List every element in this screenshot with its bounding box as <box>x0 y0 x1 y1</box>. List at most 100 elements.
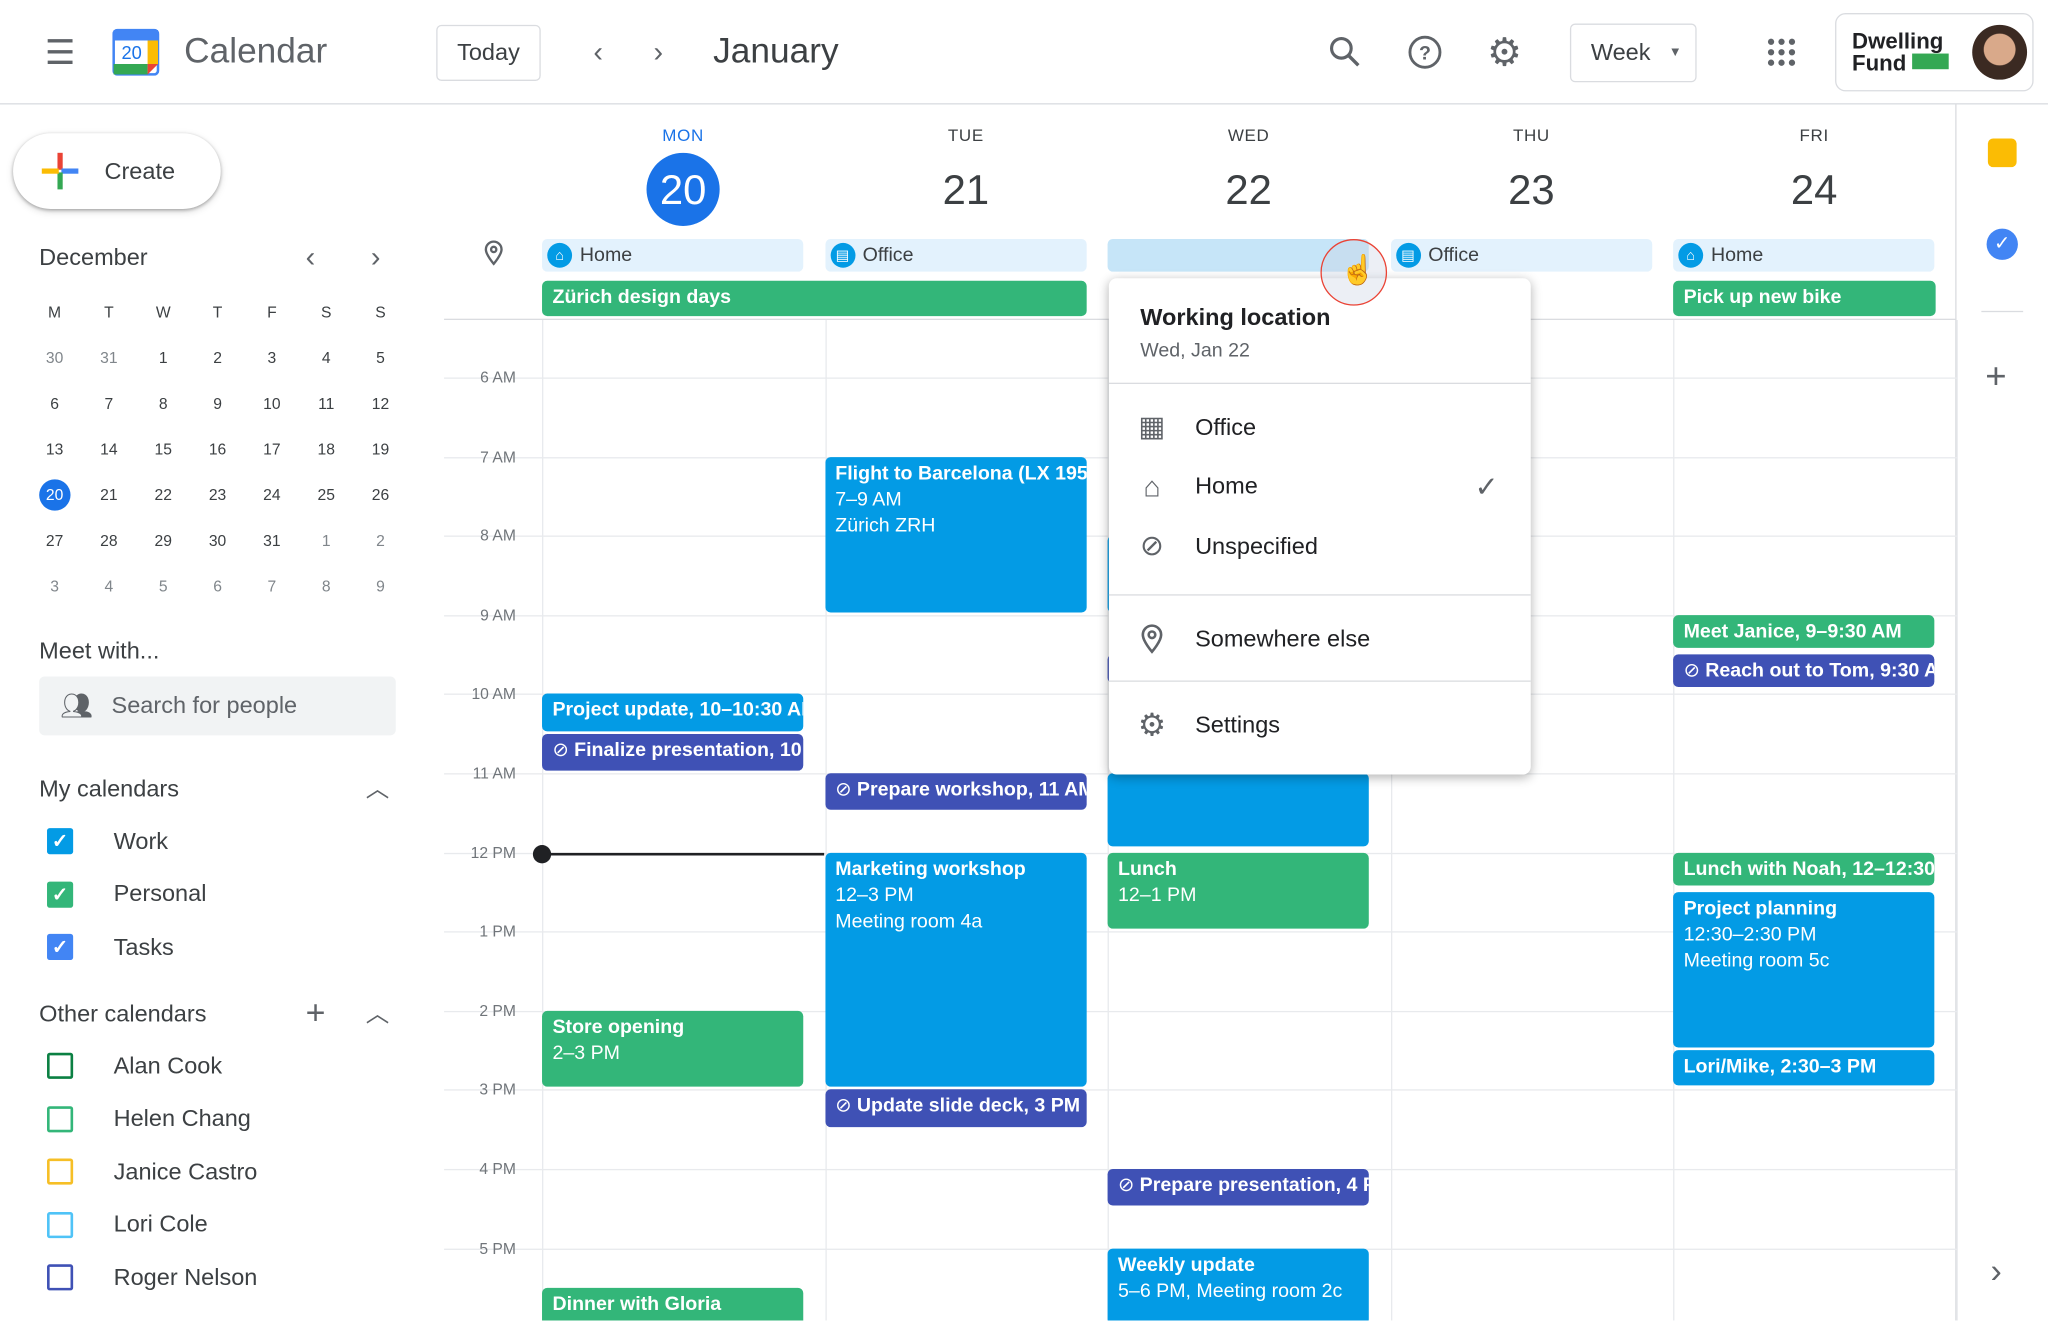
mini-day[interactable]: 22 <box>136 472 190 518</box>
mini-day[interactable]: 20 <box>27 472 81 518</box>
mini-day[interactable]: 29 <box>136 517 190 563</box>
mini-day[interactable]: 28 <box>82 517 136 563</box>
mini-day[interactable]: 11 <box>299 380 353 426</box>
mini-day[interactable]: 12 <box>353 380 407 426</box>
calendar-item[interactable]: ✓ Work <box>39 815 168 867</box>
checked-checkbox-icon[interactable]: ✓ <box>47 933 74 960</box>
mini-day[interactable]: 23 <box>190 472 244 518</box>
mini-day[interactable]: 7 <box>82 380 136 426</box>
mini-day[interactable]: 6 <box>27 380 81 426</box>
all-day-event[interactable]: Pick up new bike <box>1673 280 1935 317</box>
mini-day[interactable]: 9 <box>353 563 407 609</box>
checked-checkbox-icon[interactable]: ✓ <box>47 828 74 855</box>
add-calendar-icon[interactable]: + <box>305 992 326 1032</box>
task-event[interactable]: ⊘Finalize presentation, 10:30 AM <box>542 733 804 771</box>
mini-day[interactable]: 19 <box>353 426 407 472</box>
mini-day[interactable]: 16 <box>190 426 244 472</box>
unchecked-checkbox-icon[interactable] <box>47 1105 74 1132</box>
unchecked-checkbox-icon[interactable] <box>47 1211 74 1238</box>
calendar-item[interactable]: Janice Castro <box>39 1145 257 1197</box>
mini-day[interactable]: 1 <box>136 334 190 380</box>
mini-day[interactable]: 17 <box>245 426 299 472</box>
next-week-icon[interactable]: › <box>653 35 664 68</box>
day-number[interactable]: 24 <box>1790 165 1838 213</box>
day-header[interactable]: FRI 24 <box>1673 125 1955 226</box>
account-switcher[interactable]: Dwelling Fund <box>1835 13 2034 92</box>
mini-day[interactable]: 21 <box>82 472 136 518</box>
location-option-home[interactable]: ⌂ Home ✓ <box>1109 458 1531 515</box>
main-menu-icon[interactable]: ☰ <box>44 31 76 72</box>
mini-day[interactable]: 2 <box>353 517 407 563</box>
calendar-item[interactable]: ✓ Personal <box>39 868 206 920</box>
working-location-chip[interactable]: ⌂ Home <box>542 239 804 272</box>
task-event[interactable]: ⊘ Update slide deck, 3 PM <box>824 1089 1087 1127</box>
task-event[interactable]: ⊘ Prepare workshop, 11 AM <box>824 773 1087 811</box>
working-location-chip[interactable]: ▤ Office <box>824 239 1087 272</box>
checked-checkbox-icon[interactable]: ✓ <box>47 880 74 908</box>
mini-day[interactable]: 30 <box>190 517 244 563</box>
collapse-my-calendars-icon[interactable]: ︿ <box>365 775 390 802</box>
calendar-event[interactable]: Marketing workshop 12–3 PM Meeting room 4a <box>824 852 1087 1088</box>
mini-next-icon[interactable]: › <box>370 240 381 273</box>
calendar-event[interactable]: Project planning 12:30–2:30 PM Meeting roo… <box>1673 891 1935 1048</box>
mini-day[interactable]: 8 <box>299 563 353 609</box>
calendar-event[interactable]: Project update, 10–10:30 AM <box>542 694 804 732</box>
calendar-event[interactable]: Lunch 12–1 PM <box>1107 852 1369 929</box>
location-option-office[interactable]: ▦ Office <box>1109 398 1531 455</box>
mini-day[interactable]: 31 <box>245 517 299 563</box>
get-addons-plus-icon[interactable]: + <box>1985 355 2007 396</box>
mini-day[interactable]: 8 <box>136 380 190 426</box>
expand-side-panel-icon[interactable]: › <box>1990 1251 2002 1291</box>
create-button[interactable]: Create <box>13 133 221 209</box>
mini-day[interactable]: 3 <box>27 563 81 609</box>
mini-day[interactable]: 5 <box>136 563 190 609</box>
calendar-item[interactable]: ✓ Tasks <box>39 921 174 973</box>
day-number[interactable]: 20 <box>646 152 720 226</box>
mini-day[interactable]: 2 <box>190 334 244 380</box>
settings-option[interactable]: ⚙ Settings <box>1109 696 1531 753</box>
day-header[interactable]: WED 22 <box>1108 125 1390 226</box>
mini-day[interactable]: 10 <box>245 380 299 426</box>
calendar-event[interactable]: Weekly update 5–6 PM, Meeting room 2c <box>1107 1248 1369 1321</box>
day-number[interactable]: 23 <box>1508 165 1555 213</box>
mini-day[interactable]: 9 <box>190 380 244 426</box>
mini-day[interactable]: 15 <box>136 426 190 472</box>
mini-prev-icon[interactable]: ‹ <box>305 240 316 273</box>
calendar-event[interactable]: Lunch with Noah, 12–12:30 PM <box>1673 852 1935 886</box>
day-header[interactable]: THU 23 <box>1390 125 1672 226</box>
day-number[interactable]: 22 <box>1225 165 1272 213</box>
calendar-event[interactable]: Flight to Barcelona (LX 1953) 7–9 AM Züric… <box>824 456 1087 613</box>
calendar-event[interactable]: Meet Janice, 9–9:30 AM <box>1673 614 1935 648</box>
calendar-event[interactable] <box>1107 773 1369 846</box>
day-number[interactable]: 21 <box>942 165 990 213</box>
mini-day[interactable]: 18 <box>299 426 353 472</box>
calendar-item[interactable]: Roger Nelson <box>39 1251 257 1303</box>
today-button[interactable]: Today <box>436 24 541 81</box>
mini-day[interactable]: 31 <box>82 334 136 380</box>
avatar[interactable] <box>1972 24 2028 80</box>
apps-grid-icon[interactable] <box>1755 26 1807 78</box>
unchecked-checkbox-icon[interactable] <box>47 1052 74 1079</box>
mini-day[interactable]: 7 <box>245 563 299 609</box>
mini-day[interactable]: 6 <box>190 563 244 609</box>
mini-day[interactable]: 4 <box>299 334 353 380</box>
mini-day[interactable]: 4 <box>82 563 136 609</box>
working-location-chip[interactable]: ⌂ Home <box>1673 239 1935 272</box>
calendar-event[interactable]: Lori/Mike, 2:30–3 PM <box>1673 1050 1935 1085</box>
prev-week-icon[interactable]: ‹ <box>593 35 603 68</box>
search-people-input[interactable]: 👥︎ Search for people <box>39 676 396 736</box>
mini-day[interactable]: 25 <box>299 472 353 518</box>
all-day-event[interactable]: Zürich design days <box>542 280 1087 317</box>
calendar-event[interactable]: Dinner with Gloria <box>542 1287 804 1321</box>
location-option-unspecified[interactable]: ⊘ Unspecified <box>1109 517 1531 574</box>
help-icon[interactable]: ? <box>1399 26 1451 78</box>
mini-day[interactable]: 5 <box>353 334 407 380</box>
mini-day[interactable]: 26 <box>353 472 407 518</box>
task-event[interactable]: ⊘ Prepare presentation, 4 PM <box>1107 1168 1369 1206</box>
calendar-item[interactable]: Helen Chang <box>39 1093 251 1145</box>
settings-gear-icon[interactable]: ⚙ <box>1487 30 1523 74</box>
search-icon[interactable] <box>1319 26 1371 78</box>
day-header[interactable]: MON 20 <box>542 125 824 226</box>
day-header[interactable]: TUE 21 <box>825 125 1107 226</box>
mini-day[interactable]: 3 <box>245 334 299 380</box>
